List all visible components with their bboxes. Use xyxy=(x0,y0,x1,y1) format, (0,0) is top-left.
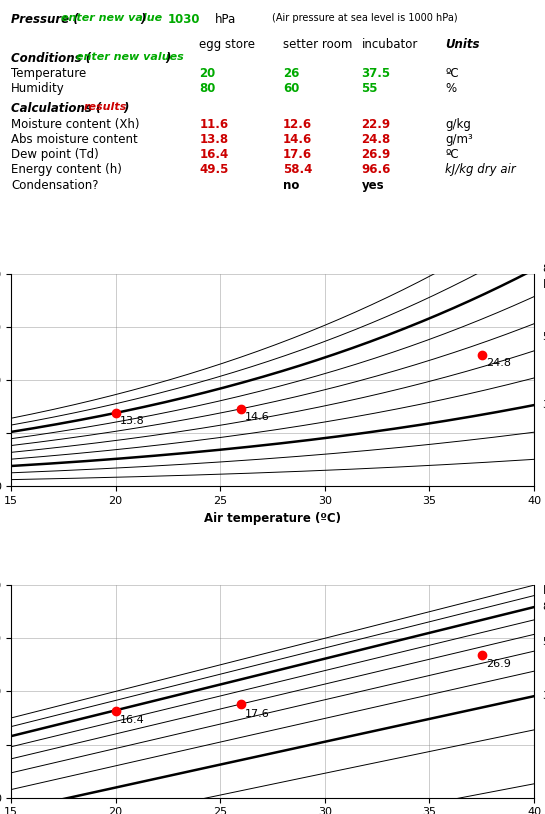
Text: (Air pressure at sea level is 1000 hPa): (Air pressure at sea level is 1000 hPa) xyxy=(272,13,458,23)
Text: 16.4: 16.4 xyxy=(199,148,228,161)
Text: 11.6: 11.6 xyxy=(199,118,228,131)
Text: 17.6: 17.6 xyxy=(245,709,270,719)
Text: 24.8: 24.8 xyxy=(361,133,391,147)
Text: setter room: setter room xyxy=(283,38,352,51)
Text: 58.4: 58.4 xyxy=(283,164,312,177)
Text: Humidity: Humidity xyxy=(11,81,65,94)
Text: results: results xyxy=(84,102,128,112)
Text: ): ) xyxy=(141,13,146,26)
Text: RH: RH xyxy=(542,278,545,291)
Text: ): ) xyxy=(165,51,171,64)
Text: Units: Units xyxy=(445,38,480,51)
Text: 80%: 80% xyxy=(542,602,545,612)
Text: 30%: 30% xyxy=(542,400,545,410)
Text: 17.6: 17.6 xyxy=(283,148,312,161)
Text: enter new values: enter new values xyxy=(76,51,184,62)
Text: Pressure (: Pressure ( xyxy=(11,13,78,26)
Text: 37.5: 37.5 xyxy=(361,67,391,80)
Text: 26.9: 26.9 xyxy=(486,659,511,669)
Text: 13.8: 13.8 xyxy=(199,133,228,147)
Text: hPa: hPa xyxy=(215,13,236,26)
Text: Dew point (Td): Dew point (Td) xyxy=(11,148,99,161)
Text: ºC: ºC xyxy=(445,148,459,161)
Text: 55%: 55% xyxy=(542,637,545,647)
Text: 26: 26 xyxy=(283,67,299,80)
Text: Moisture content (Xh): Moisture content (Xh) xyxy=(11,118,140,131)
Text: 80: 80 xyxy=(199,81,216,94)
Text: 96.6: 96.6 xyxy=(361,164,391,177)
Text: Conditions (: Conditions ( xyxy=(11,51,91,64)
Text: 26.9: 26.9 xyxy=(361,148,391,161)
Text: 60: 60 xyxy=(283,81,299,94)
Text: no: no xyxy=(283,178,299,191)
Text: incubator: incubator xyxy=(361,38,418,51)
Text: 16.4: 16.4 xyxy=(120,715,144,725)
Text: Condensation?: Condensation? xyxy=(11,178,99,191)
Text: g/m³: g/m³ xyxy=(445,133,473,147)
Text: ): ) xyxy=(123,102,129,115)
Text: egg store: egg store xyxy=(199,38,255,51)
Text: 20: 20 xyxy=(199,67,215,80)
Text: Calculations (: Calculations ( xyxy=(11,102,101,115)
X-axis label: Air temperature (ºC): Air temperature (ºC) xyxy=(204,512,341,525)
Text: RH: RH xyxy=(542,584,545,597)
Text: 1030: 1030 xyxy=(168,13,201,26)
Text: Energy content (h): Energy content (h) xyxy=(11,164,122,177)
Text: 24.8: 24.8 xyxy=(486,358,511,368)
Text: 13.8: 13.8 xyxy=(120,416,144,427)
Text: %: % xyxy=(445,81,456,94)
Text: Abs moisture content: Abs moisture content xyxy=(11,133,138,147)
Text: kJ/kg dry air: kJ/kg dry air xyxy=(445,164,516,177)
Text: 12.6: 12.6 xyxy=(283,118,312,131)
Text: 55%: 55% xyxy=(542,332,545,342)
Text: 49.5: 49.5 xyxy=(199,164,228,177)
Text: 55: 55 xyxy=(361,81,378,94)
Text: Temperature: Temperature xyxy=(11,67,86,80)
Text: enter new value: enter new value xyxy=(60,13,162,23)
Text: 14.6: 14.6 xyxy=(245,412,270,422)
Text: yes: yes xyxy=(361,178,384,191)
Text: 30%: 30% xyxy=(542,691,545,701)
Text: 14.6: 14.6 xyxy=(283,133,312,147)
Text: 80%: 80% xyxy=(542,265,545,274)
Text: g/kg: g/kg xyxy=(445,118,471,131)
Text: ºC: ºC xyxy=(445,67,459,80)
Text: 22.9: 22.9 xyxy=(361,118,391,131)
